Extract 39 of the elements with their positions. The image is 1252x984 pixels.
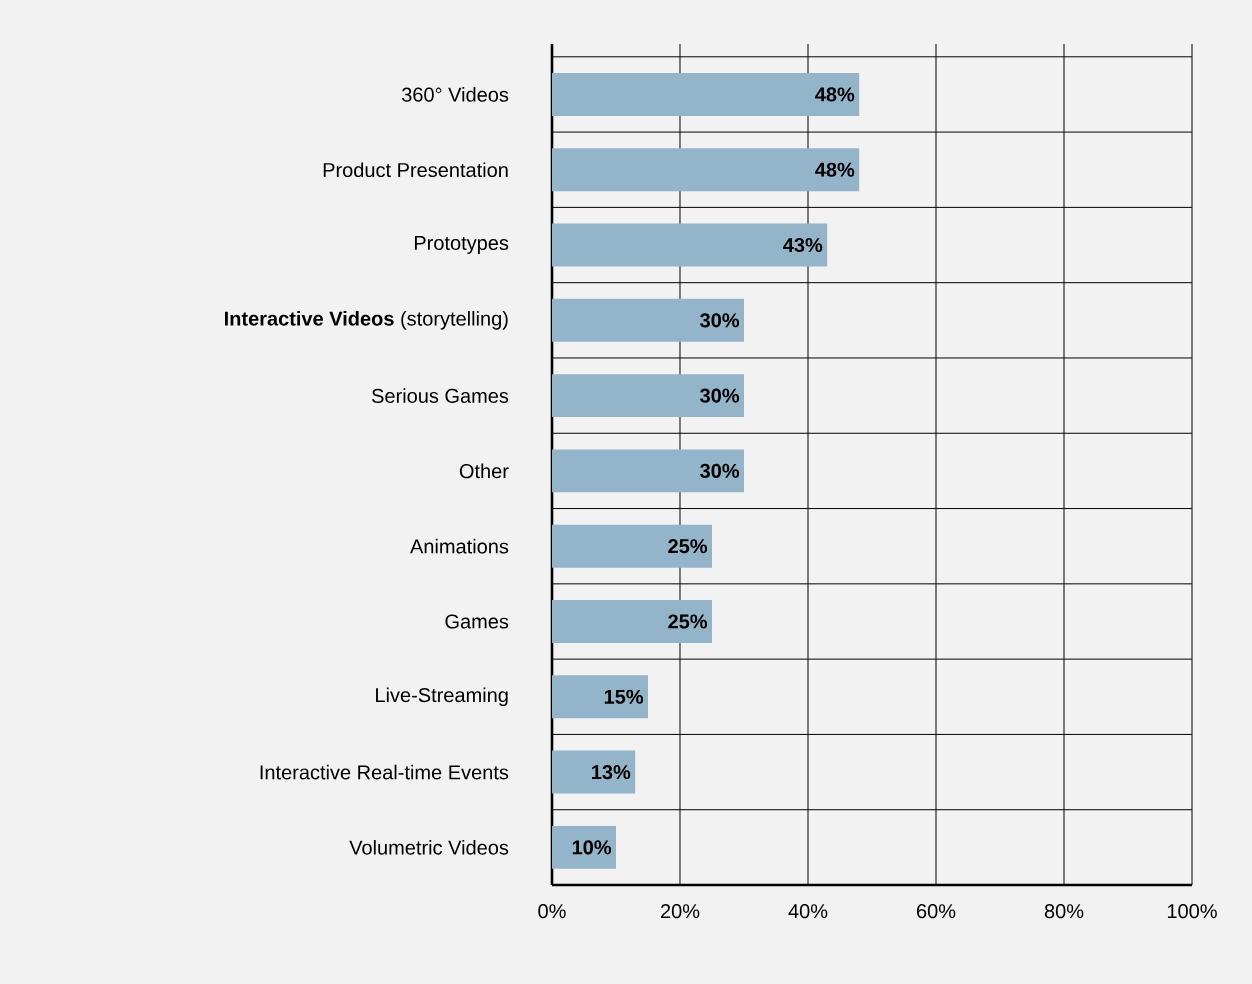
x-tick-label: 40% (788, 904, 828, 919)
data-label: 10% (572, 840, 612, 855)
bar (551, 750, 636, 794)
data-label: 30% (700, 313, 740, 328)
data-label: 15% (604, 689, 644, 704)
y-tick-label: Product Presentation (323, 162, 508, 178)
y-tick-label: Prototypes (414, 236, 509, 254)
x-tick-label: 0% (538, 904, 566, 919)
data-label: 25% (668, 614, 708, 629)
data-label: 48% (815, 162, 855, 177)
x-tick-label: 60% (917, 904, 956, 919)
bar (551, 600, 712, 643)
x-tick-label: 20% (660, 904, 700, 919)
y-tick-label: Interactive Videos (storytelling) (224, 310, 508, 330)
y-tick-label: Games (445, 614, 509, 629)
y-tick-label: Serious Games (372, 388, 509, 403)
bar (551, 72, 860, 116)
y-tick-label: Volumetric Videos (349, 840, 509, 855)
bar (551, 298, 744, 342)
y-tick-label: Interactive Real-time Events (260, 764, 509, 780)
y-tick-label: Other (459, 463, 509, 479)
x-tick-label: 100% (1167, 904, 1217, 919)
bar (551, 825, 616, 869)
data-label: 25% (668, 539, 708, 554)
data-label: 30% (700, 388, 740, 403)
x-tick-label: 80% (1044, 904, 1084, 919)
data-label: 13% (592, 764, 631, 780)
y-tick-label: 360° Videos (401, 87, 509, 102)
bar (551, 148, 860, 192)
y-tick-label: Animations (410, 538, 509, 554)
data-label: 43% (783, 237, 823, 253)
bar (551, 524, 712, 568)
bar (551, 449, 744, 493)
y-tick-label: Live-Streaming (376, 687, 508, 707)
bar (551, 374, 744, 418)
bar (551, 223, 828, 267)
data-label: 48% (815, 87, 855, 102)
data-label: 30% (700, 463, 740, 478)
bar (551, 675, 648, 719)
